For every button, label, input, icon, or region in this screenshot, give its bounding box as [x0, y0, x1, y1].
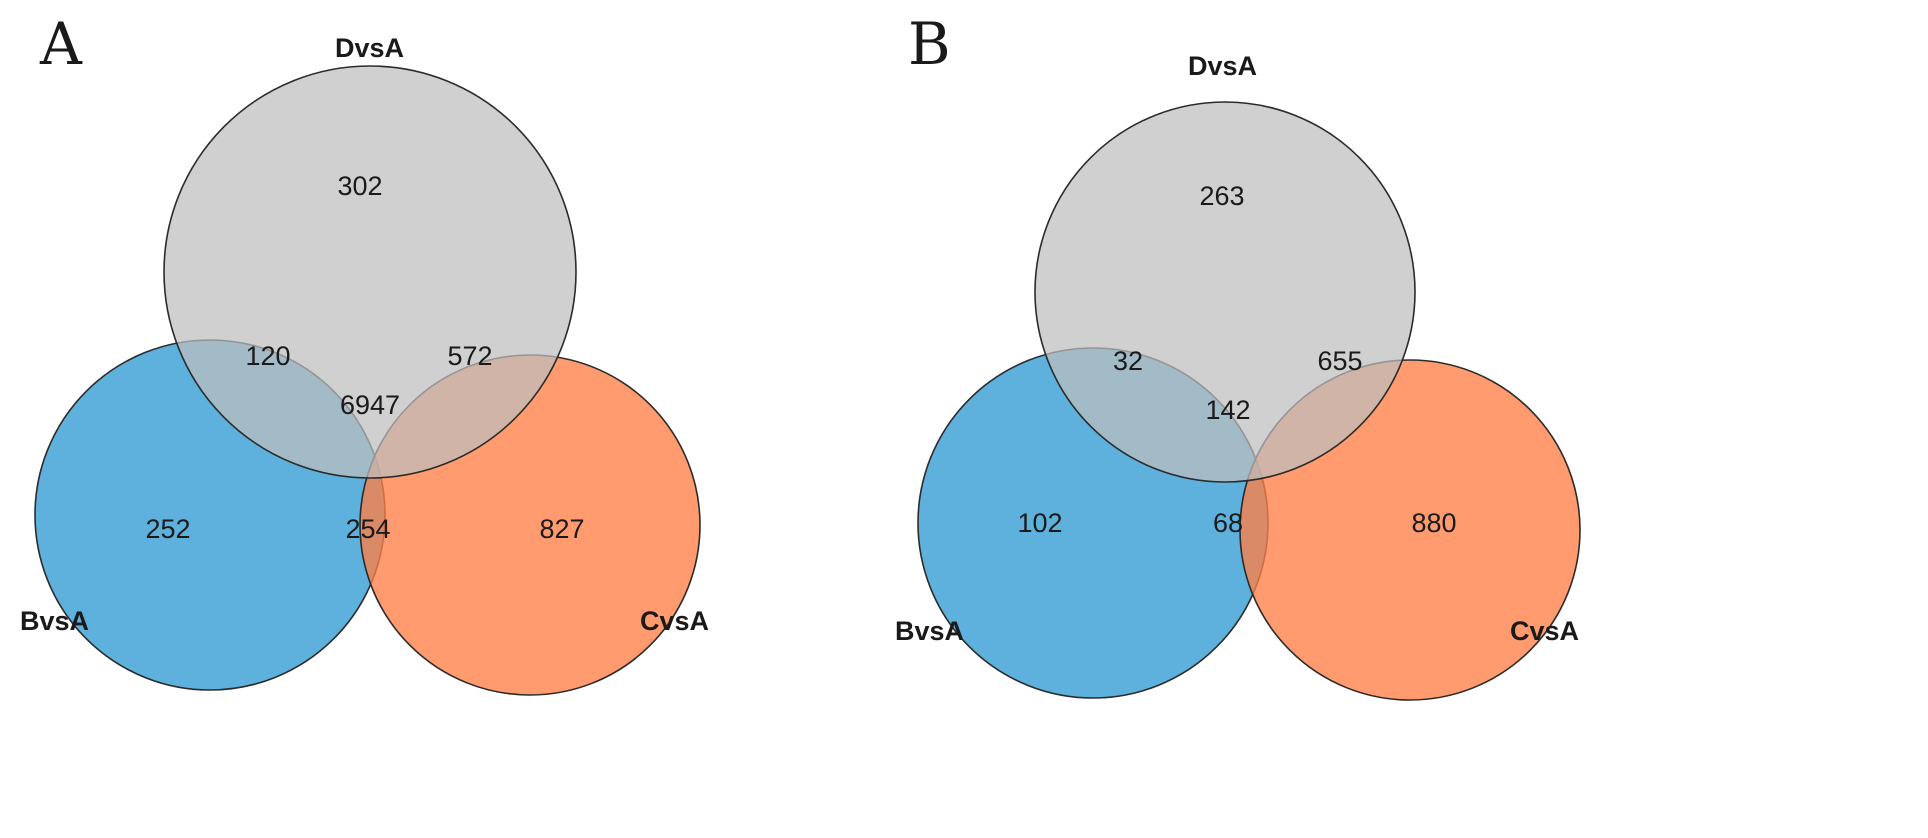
count-bcd-a: 6947: [340, 390, 400, 420]
panel-letter-a: A: [39, 10, 83, 78]
count-c-only-a: 827: [539, 514, 584, 544]
count-c-only-b: 880: [1411, 508, 1456, 538]
count-bd-b: 32: [1113, 346, 1143, 376]
count-cd-b: 655: [1317, 346, 1362, 376]
label-dvsa-b: DvsA: [1188, 51, 1257, 81]
label-bvsa-a: BvsA: [20, 606, 89, 636]
circle-dvsa-b: [1034, 101, 1416, 483]
count-d-only-b: 263: [1199, 181, 1244, 211]
venn-panel-b: B DvsA BvsA CvsA 263 32 655 142 102 68 8…: [895, 10, 1581, 701]
label-cvsa-b: CvsA: [1510, 616, 1579, 646]
venn-panel-a: A DvsA BvsA CvsA 302 120 572 6947 252 25…: [20, 10, 709, 696]
count-b-only-a: 252: [145, 514, 190, 544]
count-bd-a: 120: [245, 341, 290, 371]
label-bvsa-b: BvsA: [895, 616, 964, 646]
count-cd-a: 572: [447, 341, 492, 371]
label-dvsa-a: DvsA: [335, 33, 404, 63]
count-bc-a: 254: [345, 514, 390, 544]
label-cvsa-a: CvsA: [640, 606, 709, 636]
panel-letter-b: B: [908, 10, 951, 78]
count-bc-b: 68: [1213, 508, 1243, 538]
circle-dvsa-a: [163, 65, 577, 479]
count-d-only-a: 302: [337, 171, 382, 201]
count-bcd-b: 142: [1205, 395, 1250, 425]
count-b-only-b: 102: [1017, 508, 1062, 538]
